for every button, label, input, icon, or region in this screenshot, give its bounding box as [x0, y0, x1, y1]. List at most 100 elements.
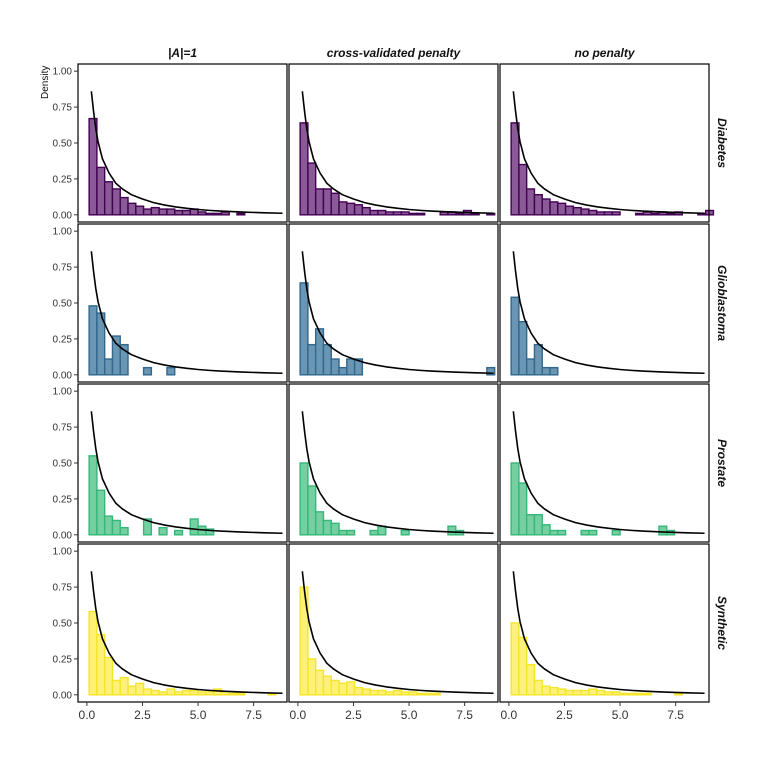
histogram-bar — [510, 462, 520, 536]
histogram-bar — [557, 529, 567, 536]
facet-panel — [288, 63, 499, 223]
row-titles: Diabetes Glioblastoma Prostate Synthetic — [715, 118, 729, 650]
facet-panel — [288, 223, 499, 383]
histogram-bar — [174, 529, 184, 536]
histogram-bar — [322, 675, 332, 696]
histogram-bar — [619, 692, 629, 696]
histogram-bar — [408, 212, 418, 216]
histogram-bar — [377, 689, 387, 696]
y-tick-label: 0.75 — [53, 263, 73, 274]
histogram-bar — [611, 529, 621, 536]
panel-border — [288, 223, 499, 383]
histogram-bar — [338, 201, 348, 216]
histogram-bar — [103, 515, 114, 536]
histogram-bar — [369, 689, 379, 696]
histogram-bar — [385, 211, 395, 216]
histogram-bar — [338, 682, 348, 696]
panel-grid — [77, 63, 715, 703]
histogram-bar — [673, 692, 684, 696]
density-curve — [90, 571, 283, 695]
histogram-bar — [119, 343, 129, 376]
histogram-bar — [580, 529, 590, 536]
histogram-bar — [416, 692, 426, 696]
histogram-bar — [189, 689, 199, 696]
histogram-bar — [174, 209, 184, 216]
y-tick-label: 0.00 — [53, 690, 73, 701]
histogram-bar — [119, 676, 129, 696]
panel-background — [500, 224, 709, 382]
density-curve — [301, 251, 494, 375]
histogram-bar — [346, 202, 356, 216]
histogram-bar — [580, 208, 590, 216]
y-tick-label: 0.75 — [53, 103, 73, 114]
panel-border — [499, 383, 710, 543]
histogram-bar — [299, 462, 309, 536]
histogram-bar — [158, 691, 168, 696]
histogram-bar — [330, 192, 340, 216]
facet-panel — [77, 543, 288, 703]
histogram-bar — [111, 188, 121, 216]
histogram-bar — [150, 689, 160, 696]
x-tick-label: 5.0 — [612, 708, 629, 722]
histogram-bar — [127, 685, 137, 696]
panel-border — [288, 383, 499, 543]
y-tick-label: 1.00 — [53, 387, 73, 398]
facet-panel — [77, 383, 288, 543]
density-curve — [301, 411, 494, 535]
histogram-bar — [642, 211, 652, 216]
histogram-bar — [400, 691, 410, 696]
panel-background — [78, 224, 287, 382]
histogram-bar — [518, 320, 528, 376]
x-tick-label: 2.5 — [345, 708, 362, 722]
histogram-bar — [588, 688, 598, 696]
histogram-bar — [564, 205, 575, 216]
histogram-bar — [158, 208, 168, 216]
histogram-bar — [510, 296, 520, 376]
histogram-bar — [88, 455, 98, 536]
panel-border — [288, 543, 499, 703]
density-curve — [90, 251, 283, 375]
histogram-bar — [572, 689, 582, 696]
histogram-bar — [541, 524, 551, 536]
density-curve — [512, 251, 705, 375]
histogram-bar — [369, 209, 379, 216]
y-tick-label: 0.00 — [53, 370, 73, 381]
histogram-bar — [96, 166, 106, 216]
y-axis-ticks: 0.00 0.25 0.50 0.75 1.00 0.00 0.25 0.50 0.75 1.00… — [53, 67, 78, 701]
histogram-bar — [580, 689, 590, 696]
y-tick-label: 1.00 — [53, 67, 73, 78]
histogram-bar — [369, 529, 379, 536]
histogram-bar — [510, 122, 520, 216]
histogram-bar — [166, 208, 176, 216]
histogram-bar — [400, 529, 410, 536]
facet-panel — [77, 223, 288, 383]
histogram-bar — [627, 692, 637, 696]
histogram-bar — [603, 211, 613, 216]
histogram-bar — [650, 212, 660, 216]
histogram-bar — [666, 212, 676, 216]
histogram-bar — [564, 689, 575, 696]
y-tick-label: 0.50 — [53, 139, 73, 150]
histogram-bar — [330, 679, 340, 696]
facet-panel — [288, 383, 499, 543]
column-titles: |A|=1 cross-validated penalty no penalty — [168, 46, 636, 60]
facet-panel — [499, 543, 710, 703]
histogram-bar — [111, 679, 121, 696]
histogram-bar — [533, 343, 543, 376]
histogram-bar — [549, 366, 559, 376]
histogram-bar — [103, 181, 114, 216]
histogram-bar — [557, 202, 567, 216]
histogram-bar — [642, 692, 652, 696]
y-tick-label: 0.25 — [53, 334, 73, 345]
x-axis-ticks: 0.0 2.5 5.0 7.5 0.0 2.5 5.0 7.5 0.0 2.5 5.0 7.5 — [79, 702, 684, 722]
histogram-bar — [549, 529, 559, 536]
histogram-bar — [299, 122, 309, 216]
histogram-bar — [455, 212, 465, 216]
facet-panel — [288, 543, 499, 703]
histogram-bar — [518, 482, 528, 536]
histogram-bar — [330, 358, 340, 376]
histogram-bar — [408, 691, 418, 696]
x-tick-label: 2.5 — [556, 708, 573, 722]
y-tick-label: 1.00 — [53, 547, 73, 558]
